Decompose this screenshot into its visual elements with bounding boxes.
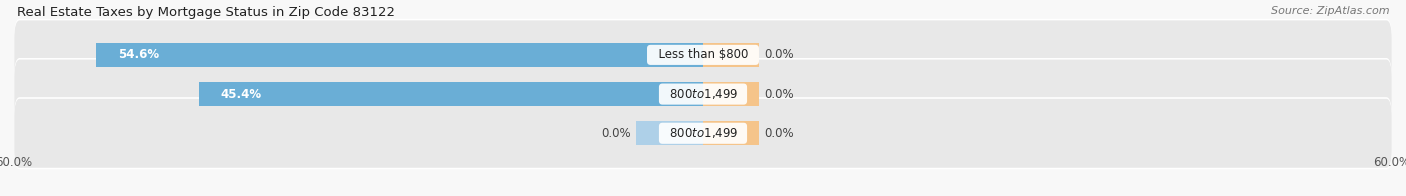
Text: $800 to $1,499: $800 to $1,499 — [662, 126, 744, 140]
Text: 54.6%: 54.6% — [118, 48, 160, 61]
Text: Real Estate Taxes by Mortgage Status in Zip Code 83122: Real Estate Taxes by Mortgage Status in … — [17, 6, 395, 19]
Bar — [703, 121, 759, 145]
Text: 0.0%: 0.0% — [763, 127, 794, 140]
Bar — [637, 121, 703, 145]
FancyBboxPatch shape — [14, 60, 1392, 129]
Text: 45.4%: 45.4% — [221, 88, 262, 101]
FancyBboxPatch shape — [14, 20, 1392, 89]
Text: $800 to $1,499: $800 to $1,499 — [662, 87, 744, 101]
FancyBboxPatch shape — [14, 97, 1392, 169]
FancyBboxPatch shape — [14, 99, 1392, 168]
Text: Source: ZipAtlas.com: Source: ZipAtlas.com — [1271, 6, 1389, 16]
FancyBboxPatch shape — [14, 58, 1392, 130]
Text: 0.0%: 0.0% — [602, 127, 631, 140]
FancyBboxPatch shape — [14, 19, 1392, 91]
Text: 0.0%: 0.0% — [763, 88, 794, 101]
Bar — [96, 43, 703, 67]
Text: 0.0%: 0.0% — [763, 48, 794, 61]
Text: Less than $800: Less than $800 — [651, 48, 755, 61]
Bar — [703, 43, 759, 67]
Bar — [703, 82, 759, 106]
Bar — [198, 82, 703, 106]
